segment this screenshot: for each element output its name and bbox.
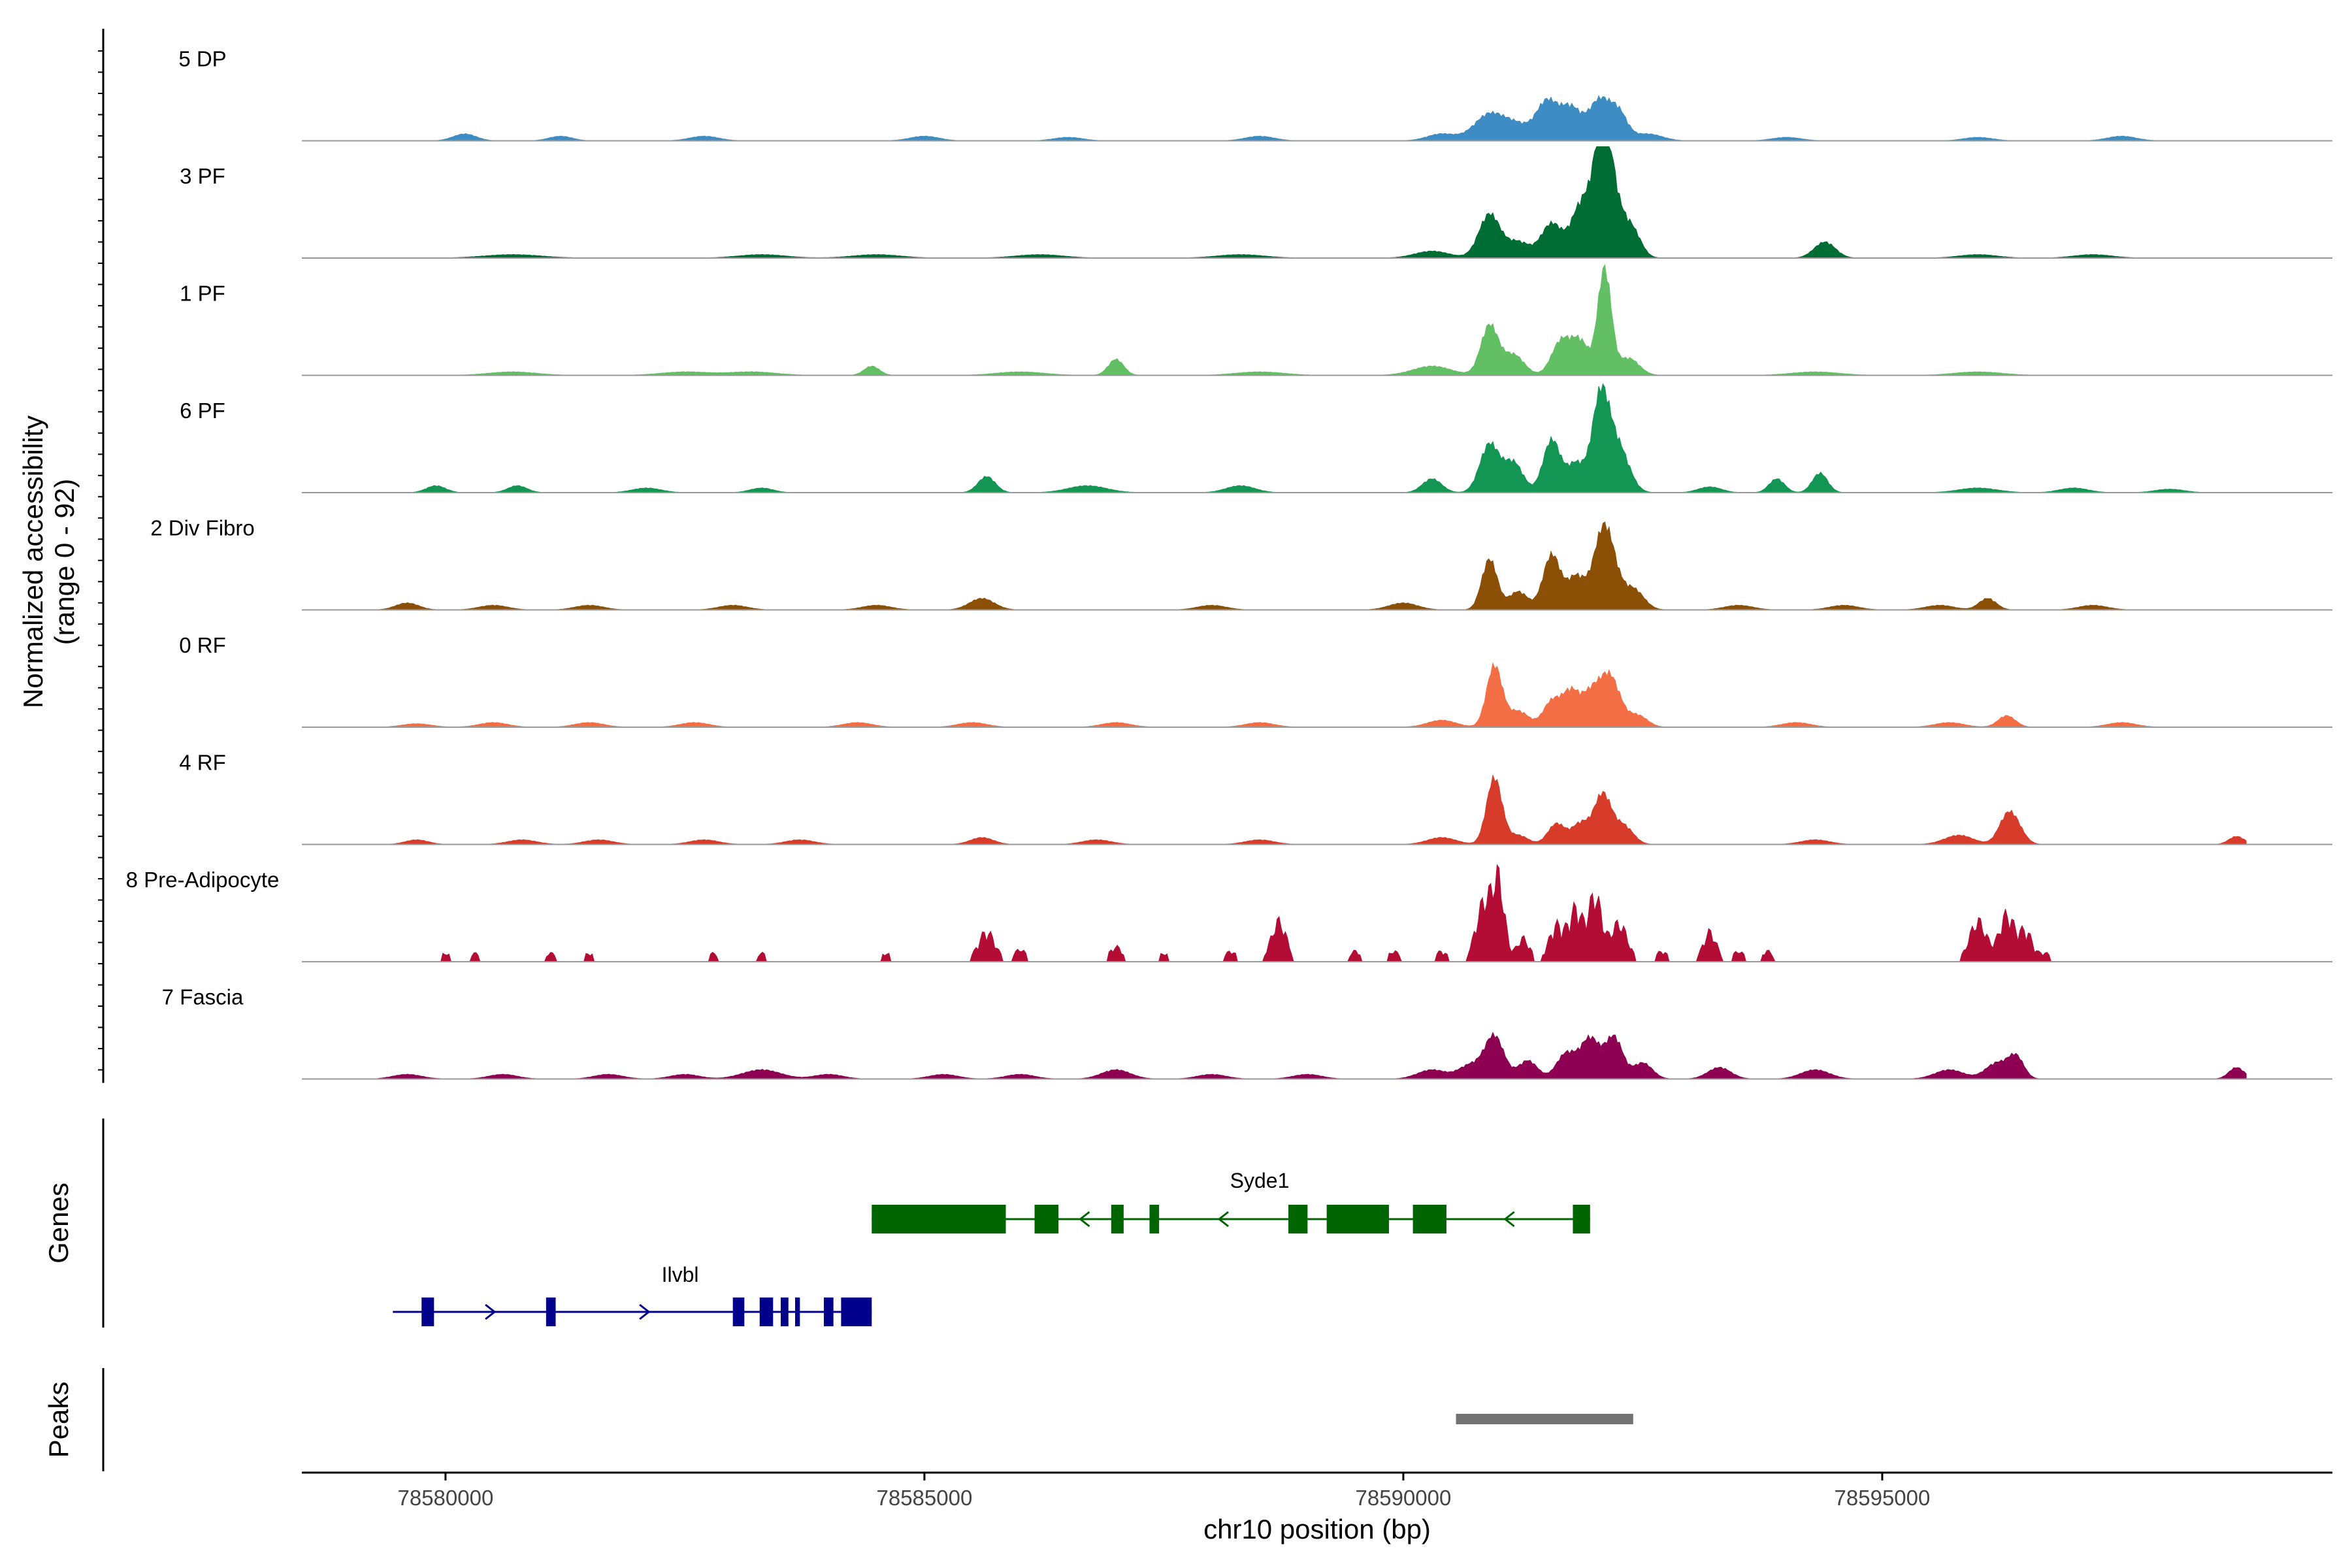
peaks-panel-title: Peaks	[43, 1382, 74, 1458]
gene-exon	[872, 1205, 1006, 1233]
coverage-y-axis	[98, 29, 105, 1083]
peak-regions	[1456, 1414, 1633, 1424]
track-5-dp: 5 DP	[178, 47, 2332, 142]
y-axis-title-line1: Normalized accessibility	[18, 416, 48, 708]
track-label: 4 RF	[179, 751, 226, 775]
track-6-pf: 6 PF	[180, 383, 2332, 493]
track-label: 5 DP	[178, 47, 226, 71]
gene-exon	[421, 1298, 434, 1326]
x-axis-ticks: 78580000 78585000 78590000 78595000	[397, 1473, 1930, 1510]
gene-exon	[841, 1298, 872, 1326]
x-tick-label: 78595000	[1835, 1486, 1931, 1510]
gene-exon	[759, 1298, 774, 1326]
strand-arrow	[485, 1303, 497, 1320]
x-tick-label: 78590000	[1356, 1486, 1452, 1510]
track-label: 7 Fascia	[162, 985, 244, 1009]
gene-syde1: Syde1	[872, 1169, 1590, 1233]
x-tick-label: 78580000	[397, 1486, 493, 1510]
track-2-div-fibro: 2 Div Fibro	[150, 516, 2332, 611]
gene-exon	[1034, 1205, 1059, 1233]
peak-region	[1456, 1414, 1633, 1424]
gene-exon	[823, 1298, 834, 1326]
coverage-area	[378, 1032, 2247, 1079]
gene-exon	[1149, 1205, 1160, 1233]
track-3-pf: 3 PF	[180, 146, 2332, 259]
track-label: 0 RF	[179, 633, 226, 657]
x-tick-label: 78585000	[877, 1486, 973, 1510]
coverage-tracks: 5 DP 3 PF 1 PF 6 PF 2 Div Fibro 0 RF 4 RF 8 Pre…	[126, 47, 2332, 1080]
strand-arrow	[1079, 1211, 1090, 1228]
gene-exon	[1326, 1205, 1389, 1233]
track-label: 3 PF	[180, 164, 225, 188]
y-axis-title-line2: (range 0 - 92)	[49, 479, 80, 645]
track-8-pre-adipocyte: 8 Pre-Adipocyte	[126, 864, 2332, 962]
gene-exon	[781, 1298, 789, 1326]
gene-exon	[1111, 1205, 1124, 1233]
strand-arrow	[1217, 1211, 1229, 1228]
track-label: 1 PF	[180, 282, 225, 306]
gene-ilvbl: Ilvbl	[393, 1263, 872, 1326]
gene-exon	[1573, 1205, 1590, 1233]
track-label: 6 PF	[180, 399, 225, 423]
gene-exon	[795, 1298, 800, 1326]
gene-annotations: Syde1 Ilvbl	[393, 1169, 1590, 1326]
track-label: 8 Pre-Adipocyte	[126, 868, 280, 892]
track-4-rf: 4 RF	[179, 751, 2332, 845]
gene-exon	[732, 1298, 745, 1326]
genes-panel-title: Genes	[43, 1183, 74, 1264]
gene-label: Syde1	[1230, 1169, 1290, 1192]
strand-arrow	[639, 1303, 651, 1320]
track-7-fascia: 7 Fascia	[162, 985, 2332, 1080]
track-0-rf: 0 RF	[179, 633, 2332, 728]
track-1-pf: 1 PF	[180, 264, 2332, 376]
track-label: 2 Div Fibro	[150, 516, 255, 540]
gene-exon	[546, 1298, 556, 1326]
gene-exon	[1288, 1205, 1308, 1233]
strand-arrow	[1503, 1211, 1515, 1228]
gene-exon	[1413, 1205, 1446, 1233]
x-axis-title: chr10 position (bp)	[1203, 1514, 1431, 1544]
gene-label: Ilvbl	[662, 1263, 699, 1286]
